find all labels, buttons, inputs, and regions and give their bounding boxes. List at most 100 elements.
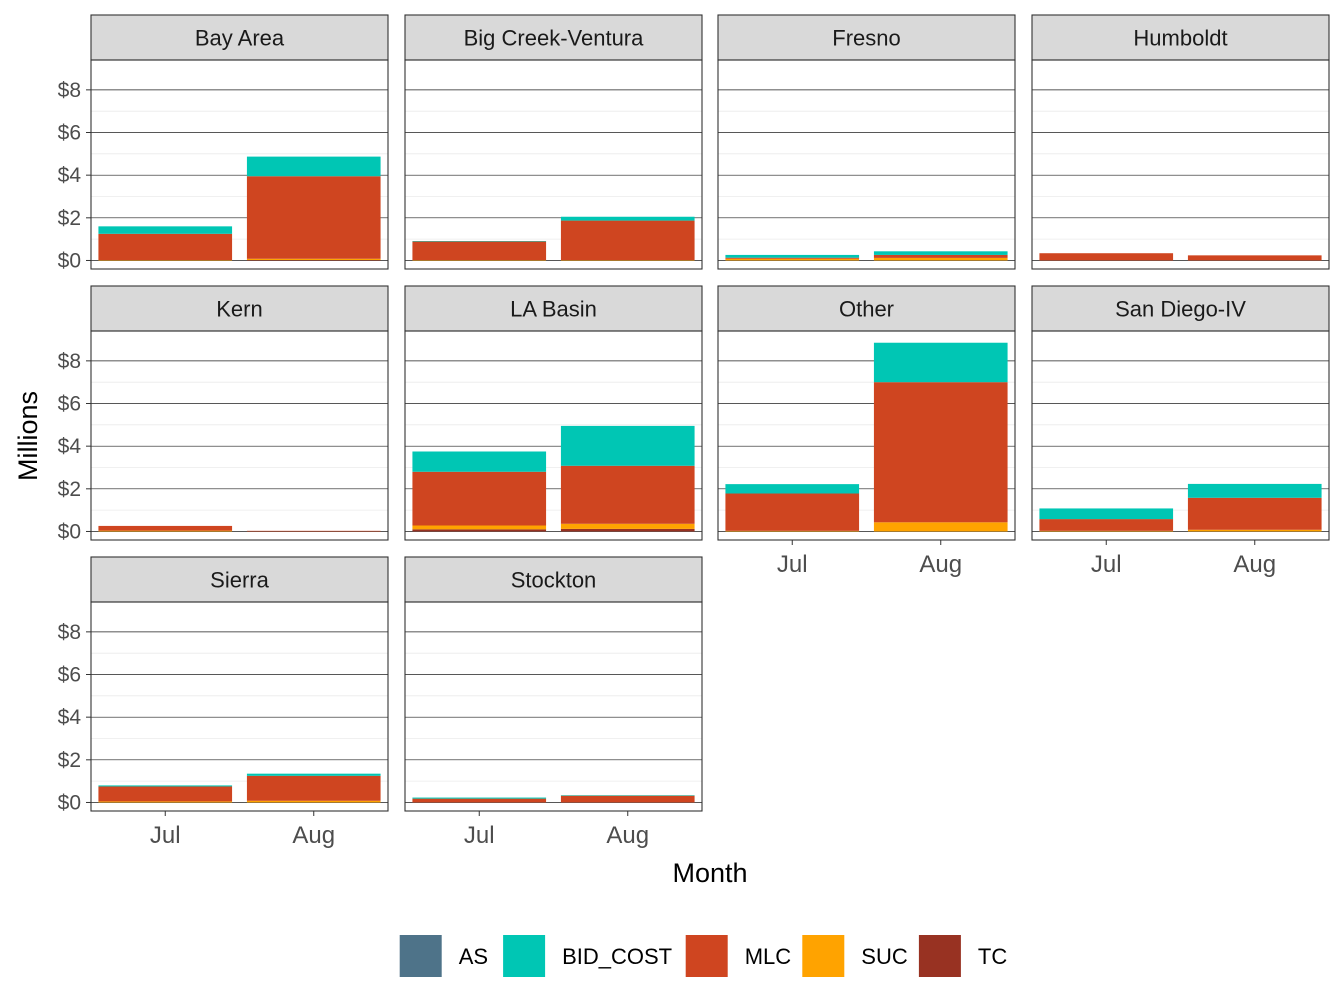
strip-background bbox=[90, 285, 389, 332]
bar-segment-mlc-aug bbox=[246, 530, 381, 532]
bar-segment-mlc-jul bbox=[725, 257, 860, 259]
bar-segment-bid-cost-aug bbox=[246, 156, 381, 177]
legend-key-tc bbox=[918, 935, 961, 977]
y-tick-label: $8 bbox=[58, 350, 81, 373]
y-tick-label: $6 bbox=[58, 664, 81, 687]
bar-segment-suc-jul bbox=[98, 530, 233, 532]
panel-border bbox=[1031, 330, 1330, 541]
legend-label-mlc: MLC bbox=[745, 944, 792, 969]
bar-segment-suc-aug bbox=[560, 523, 695, 529]
strip-label: Sierra bbox=[210, 568, 269, 593]
legend-key-mlc bbox=[685, 935, 728, 977]
bar-segment-mlc-jul bbox=[725, 493, 860, 531]
strip-background bbox=[1031, 14, 1330, 61]
bar-segment-suc-jul bbox=[725, 530, 860, 532]
legend-key-as bbox=[399, 935, 442, 977]
strip-background bbox=[1031, 285, 1330, 332]
facet-kern: Kern $0 $2 $4 $6 $8 bbox=[58, 285, 389, 543]
panel-border bbox=[717, 59, 1016, 270]
bar-segment-mlc-aug bbox=[1187, 497, 1322, 530]
legend-item-suc: SUC bbox=[802, 935, 908, 977]
bar-segment-bid-cost-aug bbox=[873, 251, 1008, 255]
legend-label-tc: TC bbox=[978, 944, 1007, 969]
legend-label-suc: SUC bbox=[861, 944, 908, 969]
panel-border bbox=[90, 330, 389, 541]
x-tick-label: Aug bbox=[1233, 551, 1276, 578]
y-tick-label: $4 bbox=[58, 435, 82, 458]
bar-segment-bid-cost-jul bbox=[412, 241, 547, 242]
panel-border bbox=[90, 59, 389, 270]
legend-key-suc bbox=[802, 935, 845, 977]
legend-item-as: AS bbox=[399, 935, 488, 977]
y-tick-label: $6 bbox=[58, 122, 81, 145]
legend-key-bid-cost bbox=[503, 935, 546, 977]
facet-bay-area: Bay Area $0 $2 $4 $6 $8 bbox=[58, 14, 389, 272]
panel-border bbox=[717, 330, 1016, 541]
x-tick-label: Jul bbox=[1091, 551, 1122, 578]
panel-border bbox=[404, 601, 703, 812]
y-tick-label: $0 bbox=[58, 249, 81, 272]
bar-segment-suc-jul bbox=[725, 258, 860, 261]
strip-background bbox=[717, 285, 1016, 332]
bar-segment-suc-jul bbox=[412, 525, 547, 530]
facet-stockton: Stockton Jul Aug bbox=[404, 556, 703, 849]
strip-label: Stockton bbox=[511, 568, 597, 593]
facet-fresno: Fresno bbox=[717, 14, 1016, 270]
legend: AS BID_COST MLC SUC TC bbox=[399, 935, 1007, 977]
panel-border bbox=[404, 330, 703, 541]
y-tick-label: $4 bbox=[58, 706, 82, 729]
bar-segment-mlc-jul bbox=[1039, 253, 1174, 261]
bar-segment-mlc-jul bbox=[412, 241, 547, 261]
bar-segment-suc-aug bbox=[246, 800, 381, 803]
x-tick-label: Aug bbox=[606, 822, 649, 849]
facet-humboldt: Humboldt bbox=[1031, 14, 1330, 270]
strip-label: San Diego-IV bbox=[1115, 297, 1246, 322]
legend-item-mlc: MLC bbox=[685, 935, 792, 977]
bar-segment-mlc-jul bbox=[1039, 519, 1174, 531]
strip-background bbox=[90, 14, 389, 61]
y-tick-label: $8 bbox=[58, 621, 81, 644]
bar-segment-mlc-aug bbox=[873, 382, 1008, 523]
facet-la-basin: LA Basin bbox=[404, 285, 703, 541]
bar-segment-bid-cost-aug bbox=[560, 795, 695, 796]
facet-other: Other Jul Aug bbox=[717, 285, 1016, 578]
bar-segment-mlc-aug bbox=[560, 220, 695, 261]
strip-background bbox=[404, 14, 703, 61]
bar-segment-tc-aug bbox=[246, 260, 381, 261]
strip-label: Bay Area bbox=[195, 26, 285, 51]
y-tick-label: $2 bbox=[58, 478, 81, 501]
bar-segment-suc-jul bbox=[98, 260, 233, 261]
panel-border bbox=[1031, 59, 1330, 270]
bar-segment-mlc-jul bbox=[98, 525, 233, 531]
bar-segment-bid-cost-aug bbox=[560, 216, 695, 221]
bar-segment-bid-cost-aug bbox=[873, 342, 1008, 383]
strip-label: Fresno bbox=[832, 26, 900, 51]
y-tick-label: $6 bbox=[58, 393, 81, 416]
y-tick-label: $0 bbox=[58, 520, 81, 543]
strip-background bbox=[717, 14, 1016, 61]
bar-segment-bid-cost-jul bbox=[725, 254, 860, 258]
strip-label: Humboldt bbox=[1133, 26, 1227, 51]
bar-segment-mlc-aug bbox=[873, 254, 1008, 258]
y-tick-label: $8 bbox=[58, 79, 81, 102]
panel-border bbox=[90, 601, 389, 812]
y-tick-label: $0 bbox=[58, 791, 81, 814]
bar-segment-bid-cost-jul bbox=[412, 797, 547, 799]
y-tick-label: $2 bbox=[58, 749, 81, 772]
x-tick-label: Aug bbox=[292, 822, 335, 849]
bar-segment-bid-cost-aug bbox=[246, 773, 381, 776]
bar-segment-tc-jul bbox=[412, 529, 547, 532]
bar-segment-mlc-aug bbox=[1187, 255, 1322, 261]
bar-segment-bid-cost-jul bbox=[98, 785, 233, 787]
bar-segment-mlc-aug bbox=[246, 176, 381, 259]
legend-label-as: AS bbox=[459, 944, 488, 969]
bar-segment-mlc-aug bbox=[246, 775, 381, 801]
legend-label-bid-cost: BID_COST bbox=[562, 944, 672, 969]
bar-segment-mlc-jul bbox=[98, 233, 233, 261]
strip-background bbox=[90, 556, 389, 603]
x-tick-label: Aug bbox=[919, 551, 962, 578]
panel-border bbox=[404, 59, 703, 270]
bar-segment-mlc-jul bbox=[412, 798, 547, 803]
bar-segment-bid-cost-jul bbox=[412, 451, 547, 472]
bar-segment-mlc-aug bbox=[560, 465, 695, 524]
